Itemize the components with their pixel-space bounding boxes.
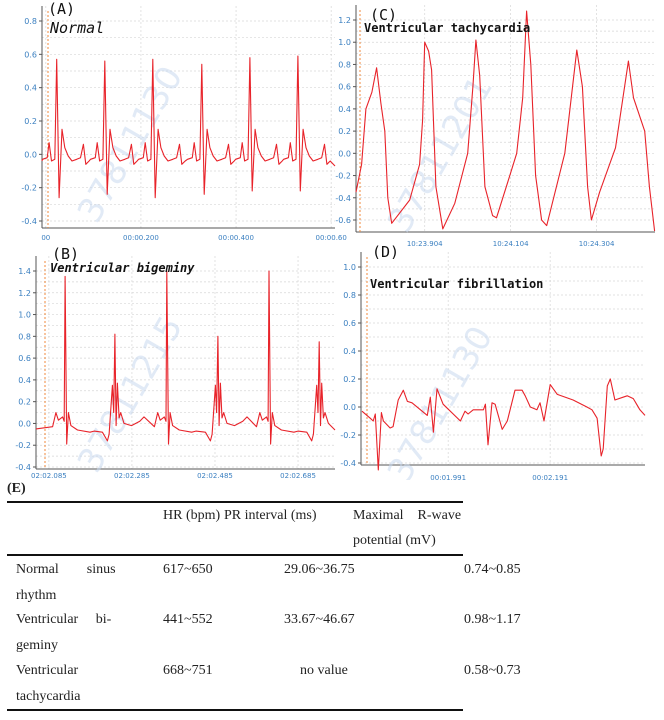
- ecg-panel-c: 10:23.904 10:24.104 10:24.304 1.2 1.0 0.8 0.6 0…: [335, 5, 656, 248]
- table-top-rule: [7, 501, 463, 503]
- watermark: 37811215: [70, 310, 191, 480]
- y-tick-label: -0.6: [335, 216, 351, 225]
- x-tick-label: 02:02.285: [114, 472, 150, 480]
- y-tick-label: 0.2: [343, 375, 356, 384]
- cell-rwave: 0.74~0.85: [464, 562, 521, 577]
- y-tick-label: 1.2: [338, 16, 351, 25]
- y-tick-label: -0.2: [335, 172, 351, 181]
- panel-title: Ventricular bigeminy: [50, 261, 195, 275]
- x-tick-label: 02:02.685: [280, 472, 316, 480]
- y-tick-label: 0.8: [338, 60, 351, 69]
- x-tick-label: 00:02.191: [532, 474, 568, 480]
- panel-label: (B): [52, 245, 79, 263]
- header-pr: PR interval (ms): [224, 508, 317, 523]
- y-tick-label: 0.6: [24, 50, 37, 59]
- y-tick-label: -0.4: [335, 194, 351, 203]
- ecg-panel-a: 00 00:00.200 00:00.400 00:00.60 0.8 0.6 0.4 0.2…: [21, 0, 346, 242]
- row-name: Ventricular: [16, 663, 79, 678]
- ecg-trace: [41, 55, 336, 199]
- y-tick-label: 0.8: [18, 332, 31, 341]
- table-header-rule: [7, 554, 463, 556]
- cell-hr: 617~650: [163, 562, 213, 577]
- y-tick-label: -0.2: [340, 431, 356, 440]
- y-tick-label: -0.2: [21, 184, 37, 193]
- y-tick-label: -0.4: [21, 217, 37, 226]
- panel-title: Normal: [49, 19, 104, 37]
- cell-rwave: 0.98~1.17: [464, 612, 521, 627]
- x-tick-label: 10:24.104: [493, 240, 529, 248]
- x-tick-label: 00:00.400: [218, 234, 254, 242]
- y-tick-label: 0.4: [24, 84, 37, 93]
- watermark: 37811130: [70, 60, 191, 230]
- panel-title: Ventricular fibrillation: [370, 277, 543, 291]
- y-tick-label: 1.0: [343, 263, 356, 272]
- y-tick-label: 1.0: [338, 38, 351, 47]
- panel-label: (C): [370, 6, 397, 24]
- y-tick-label: 0.6: [338, 83, 351, 92]
- header-hr: HR (bpm): [163, 508, 221, 523]
- y-tick-label: 0.2: [24, 117, 37, 126]
- header-rwave-2: potential (mV): [353, 533, 436, 548]
- ecg-figure: 00 00:00.200 00:00.400 00:00.60 0.8 0.6 0.4 0.2…: [15, 0, 656, 480]
- row-name: Ventricular bi-: [16, 612, 112, 627]
- y-tick-label: 0.8: [24, 17, 37, 26]
- y-tick-label: -0.2: [15, 441, 31, 450]
- cell-pr: 29.06~36.75: [284, 562, 355, 577]
- row-name-2: tachycardia: [16, 689, 81, 704]
- cell-pr: no value: [300, 663, 348, 678]
- panel-label-e: (E): [7, 481, 26, 496]
- row-name: Normal sinus: [16, 562, 116, 577]
- y-tick-label: 0.4: [18, 376, 31, 385]
- y-tick-label: 0.8: [343, 291, 356, 300]
- y-tick-label: -0.4: [15, 463, 31, 472]
- y-tick-label: 0.4: [343, 347, 356, 356]
- ecg-panel-b: 02:02.085 02:02.285 02:02.485 02:02.685 1.4 1…: [15, 245, 336, 480]
- cell-hr: 668~751: [163, 663, 213, 678]
- x-tick-label: 00:00.200: [123, 234, 159, 242]
- ecg-trace: [35, 270, 336, 445]
- y-tick-label: -0.4: [340, 459, 356, 468]
- panel-label: (D): [372, 243, 399, 261]
- cell-hr: 441~552: [163, 612, 213, 627]
- y-tick-label: 1.0: [18, 311, 31, 320]
- ecg-trace: [355, 10, 656, 232]
- panel-title: Ventricular tachycardia: [364, 21, 530, 35]
- y-tick-label: 0.6: [18, 354, 31, 363]
- ecg-panel-d: 00:01.991 00:02.191 1.0 0.8 0.6 0.4 0.2 0.0 -0.2…: [340, 243, 646, 480]
- y-tick-label: 0.0: [343, 403, 356, 412]
- row-name-2: geminy: [16, 638, 58, 653]
- y-tick-label: 1.4: [18, 267, 31, 276]
- x-tick-label: 02:02.085: [31, 472, 67, 480]
- y-tick-label: 0.2: [338, 127, 351, 136]
- x-tick-label: 10:23.904: [407, 240, 443, 248]
- row-name-2: rhythm: [16, 588, 57, 603]
- header-rwave: Maximal R-wave: [353, 508, 462, 523]
- y-tick-label: 0.0: [24, 150, 37, 159]
- y-tick-label: 0.6: [343, 319, 356, 328]
- x-tick-label: 10:24.304: [579, 240, 615, 248]
- table-bottom-rule: [7, 709, 463, 711]
- y-tick-label: 1.2: [18, 289, 31, 298]
- panel-label: (A): [48, 0, 75, 18]
- y-tick-label: 0.4: [338, 105, 351, 114]
- y-tick-label: 0.0: [18, 419, 31, 428]
- y-tick-label: 0.2: [18, 398, 31, 407]
- x-tick-label: 00:00.60: [316, 234, 347, 242]
- x-tick-label: 02:02.485: [197, 472, 233, 480]
- ecg-trace: [361, 378, 646, 471]
- x-tick-label: 00:01.991: [430, 474, 466, 480]
- cell-pr: 33.67~46.67: [284, 612, 355, 627]
- cell-rwave: 0.58~0.73: [464, 663, 521, 678]
- x-tick-label: 00: [41, 234, 50, 242]
- y-tick-label: 0.0: [338, 149, 351, 158]
